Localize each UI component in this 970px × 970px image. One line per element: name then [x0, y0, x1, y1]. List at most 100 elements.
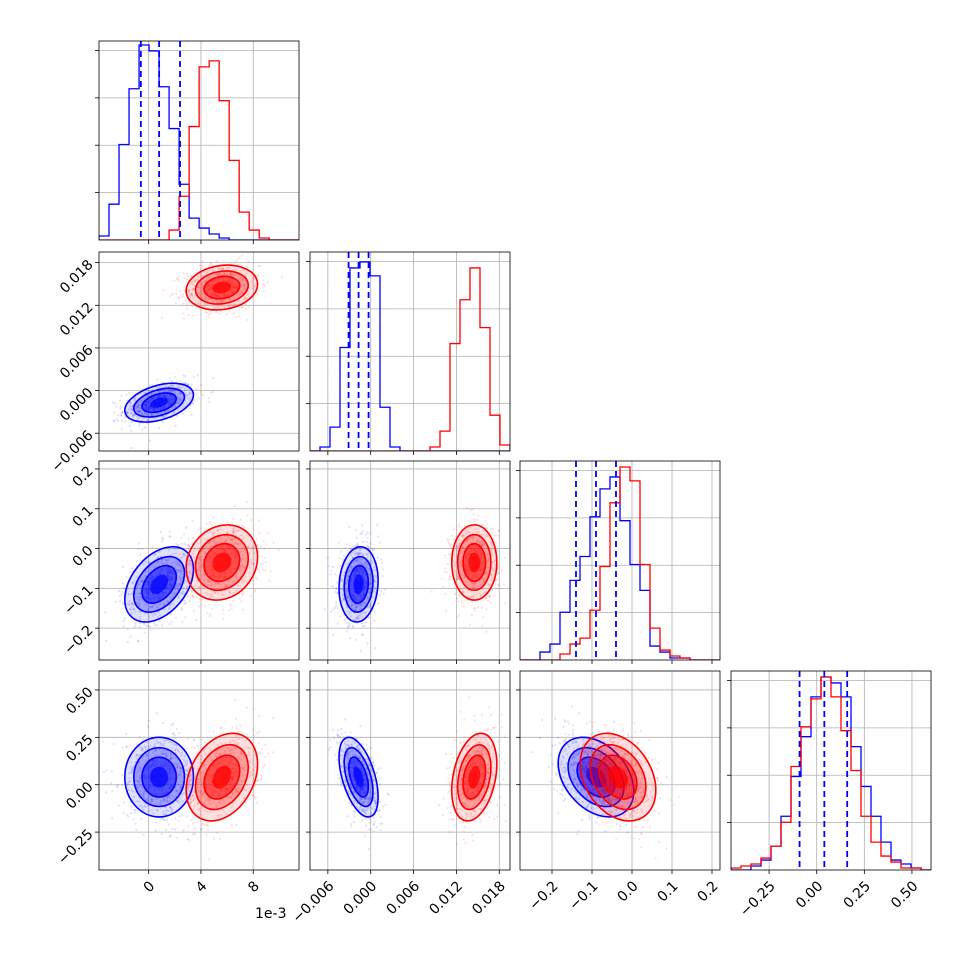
sample-point — [242, 298, 245, 301]
sample-point — [188, 290, 191, 293]
sample-point — [208, 297, 211, 300]
sample-point — [356, 552, 359, 555]
sample-point — [175, 568, 178, 571]
sample-point — [113, 419, 116, 422]
sample-point — [191, 574, 195, 577]
sample-point — [191, 402, 194, 405]
sample-point — [504, 556, 507, 559]
sample-point — [369, 532, 372, 535]
sample-point — [119, 406, 122, 409]
sample-point — [151, 546, 154, 549]
sample-point — [339, 579, 343, 582]
sample-point — [197, 291, 200, 295]
sample-point — [204, 280, 207, 283]
sample-point — [240, 291, 243, 294]
sample-point — [135, 409, 139, 412]
sample-point — [226, 531, 229, 534]
sample-point — [191, 537, 194, 540]
sample-point — [196, 529, 199, 532]
red-contour — [203, 542, 241, 583]
y-tick-label: 0.000 — [57, 385, 97, 425]
sample-point — [121, 590, 124, 593]
sample-point — [172, 595, 175, 598]
sample-point — [149, 606, 152, 609]
sample-point — [219, 584, 222, 587]
sample-point — [156, 624, 159, 627]
sample-point — [236, 543, 239, 546]
sample-point — [458, 595, 461, 598]
blue-histogram — [99, 44, 299, 240]
sample-point — [191, 314, 194, 317]
sample-point — [158, 560, 161, 564]
sample-point — [135, 829, 138, 832]
sample-point — [128, 424, 131, 428]
sample-point — [182, 271, 185, 274]
sample-point — [184, 393, 187, 396]
sample-point — [154, 563, 157, 566]
blue-contour — [124, 382, 195, 423]
sample-point — [195, 392, 198, 395]
sample-point — [113, 402, 116, 405]
sample-point — [242, 284, 245, 287]
sample-point — [153, 603, 156, 606]
sample-point — [141, 580, 144, 583]
sample-point — [218, 837, 222, 841]
sample-point — [236, 584, 240, 587]
sample-point — [239, 276, 243, 279]
sample-point — [162, 421, 165, 424]
sample-point — [134, 621, 137, 624]
sample-point — [191, 595, 195, 598]
sample-point — [254, 588, 257, 592]
sample-point — [166, 409, 169, 412]
sample-point — [238, 290, 241, 293]
sample-point — [169, 389, 172, 392]
sample-point — [130, 567, 134, 570]
sample-point — [222, 267, 225, 270]
sample-point — [141, 580, 144, 583]
sample-point — [140, 577, 143, 580]
sample-point — [229, 538, 232, 541]
sample-point — [372, 589, 376, 593]
sample-point — [239, 279, 242, 282]
sample-point — [161, 386, 164, 389]
sample-point — [166, 600, 169, 603]
sample-point — [146, 413, 149, 416]
sample-point — [363, 624, 366, 627]
sample-point — [351, 624, 354, 627]
sample-point — [233, 296, 236, 299]
sample-point — [200, 828, 203, 831]
sample-point — [178, 398, 182, 401]
sample-point — [358, 557, 361, 560]
sample-point — [135, 560, 139, 563]
sample-point — [121, 773, 124, 776]
sample-point — [199, 390, 202, 393]
sample-point — [148, 439, 152, 442]
sample-point — [168, 530, 172, 533]
sample-point — [139, 392, 142, 395]
sample-point — [241, 564, 244, 567]
sample-point — [137, 610, 141, 613]
sample-point — [232, 532, 235, 535]
sample-point — [151, 605, 154, 608]
sample-point — [229, 297, 232, 300]
sample-point — [346, 610, 349, 613]
sample-point — [223, 306, 226, 309]
sample-point — [133, 579, 136, 582]
sample-point — [461, 599, 464, 602]
sample-point — [163, 819, 166, 822]
sample-point — [256, 544, 259, 547]
sample-point — [211, 594, 214, 598]
sample-point — [156, 560, 159, 563]
sample-point — [170, 384, 173, 387]
sample-point — [130, 602, 133, 605]
sample-point — [173, 576, 176, 579]
sample-point — [191, 294, 194, 297]
sample-point — [191, 519, 194, 522]
sample-point — [262, 279, 265, 282]
sample-point — [352, 561, 355, 565]
sample-point — [139, 581, 142, 584]
sample-point — [136, 639, 139, 643]
sample-point — [331, 608, 335, 611]
y-tick-label: −0.2 — [61, 623, 96, 658]
sample-point — [349, 547, 352, 550]
